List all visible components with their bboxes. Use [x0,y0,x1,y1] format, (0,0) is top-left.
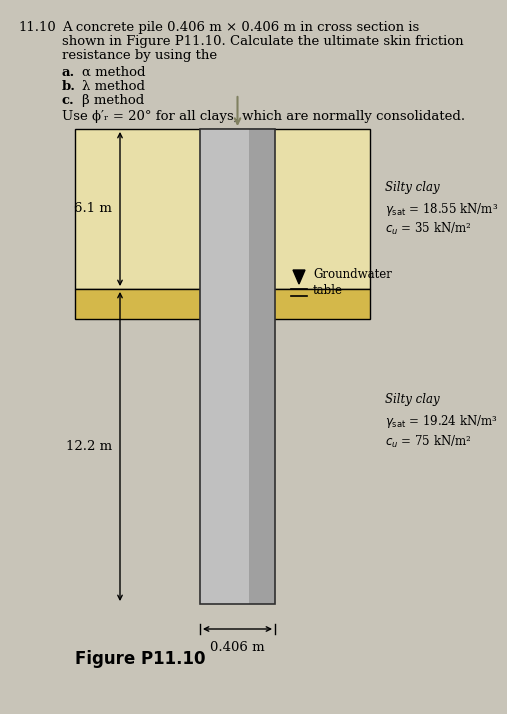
Text: Figure P11.10: Figure P11.10 [75,650,205,668]
Bar [200,129,275,604]
Text: Silty clay: Silty clay [385,181,440,193]
Text: 11.10: 11.10 [18,21,56,34]
Text: 0.406 m: 0.406 m [210,641,265,654]
Text: $c_u$ = 35 kN/m²: $c_u$ = 35 kN/m² [385,221,472,237]
Text: 6.1 m: 6.1 m [74,203,112,216]
Text: 12.2 m: 12.2 m [66,440,112,453]
Text: table: table [313,283,343,296]
Text: $c_u$ = 75 kN/m²: $c_u$ = 75 kN/m² [385,433,472,450]
Text: b.: b. [62,80,76,93]
Text: c.: c. [62,94,75,107]
Text: shown in Figure P11.10. Calculate the ultimate skin friction: shown in Figure P11.10. Calculate the ul… [62,35,463,48]
Text: β method: β method [82,94,144,107]
Text: Use ϕ′ᵣ = 20° for all clays, which are normally consolidated.: Use ϕ′ᵣ = 20° for all clays, which are n… [62,110,465,123]
Text: $\gamma_{\rm sat}$ = 19.24 kN/m³: $\gamma_{\rm sat}$ = 19.24 kN/m³ [385,413,498,430]
Bar [249,129,275,604]
Text: λ method: λ method [82,80,145,93]
Text: α method: α method [82,66,146,79]
Bar [200,129,249,604]
Text: resistance by using the: resistance by using the [62,49,217,62]
Text: Silty clay: Silty clay [385,393,440,406]
Text: A concrete pile 0.406 m × 0.406 m in cross section is: A concrete pile 0.406 m × 0.406 m in cro… [62,21,419,34]
Polygon shape [293,270,305,284]
Text: $\gamma_{\rm sat}$ = 18.55 kN/m³: $\gamma_{\rm sat}$ = 18.55 kN/m³ [385,201,498,218]
Bar [75,129,370,289]
Text: a.: a. [62,66,75,79]
Bar [75,289,370,319]
Text: Groundwater: Groundwater [313,268,392,281]
